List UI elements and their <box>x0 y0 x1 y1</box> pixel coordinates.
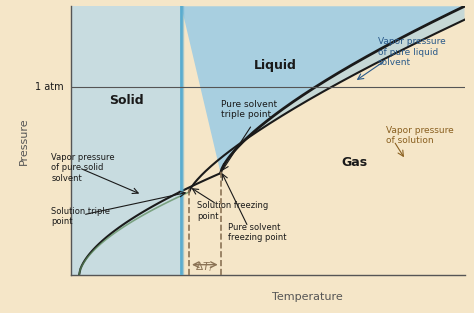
Polygon shape <box>220 6 465 173</box>
Text: Temperature: Temperature <box>272 292 343 302</box>
Text: $\Delta T_f$: $\Delta T_f$ <box>195 260 214 274</box>
Text: Vapor pressure
of solution: Vapor pressure of solution <box>386 126 454 145</box>
Text: Gas: Gas <box>341 156 367 169</box>
Text: Vapor pressure
of pure liquid
solvent: Vapor pressure of pure liquid solvent <box>378 37 446 67</box>
Text: Pure solvent
freezing point: Pure solvent freezing point <box>228 223 287 242</box>
Text: Solution freezing
point: Solution freezing point <box>197 201 268 221</box>
Text: Pure solvent
triple point: Pure solvent triple point <box>220 100 277 119</box>
Text: Solid: Solid <box>109 94 144 107</box>
Text: Vapor pressure
of pure solid
solvent: Vapor pressure of pure solid solvent <box>51 153 115 183</box>
Polygon shape <box>181 6 465 173</box>
Text: Solution triple
point: Solution triple point <box>51 207 110 226</box>
Polygon shape <box>71 6 181 275</box>
Text: 1 atm: 1 atm <box>35 82 63 92</box>
Text: Liquid: Liquid <box>254 59 297 72</box>
Text: Pressure: Pressure <box>19 117 29 165</box>
